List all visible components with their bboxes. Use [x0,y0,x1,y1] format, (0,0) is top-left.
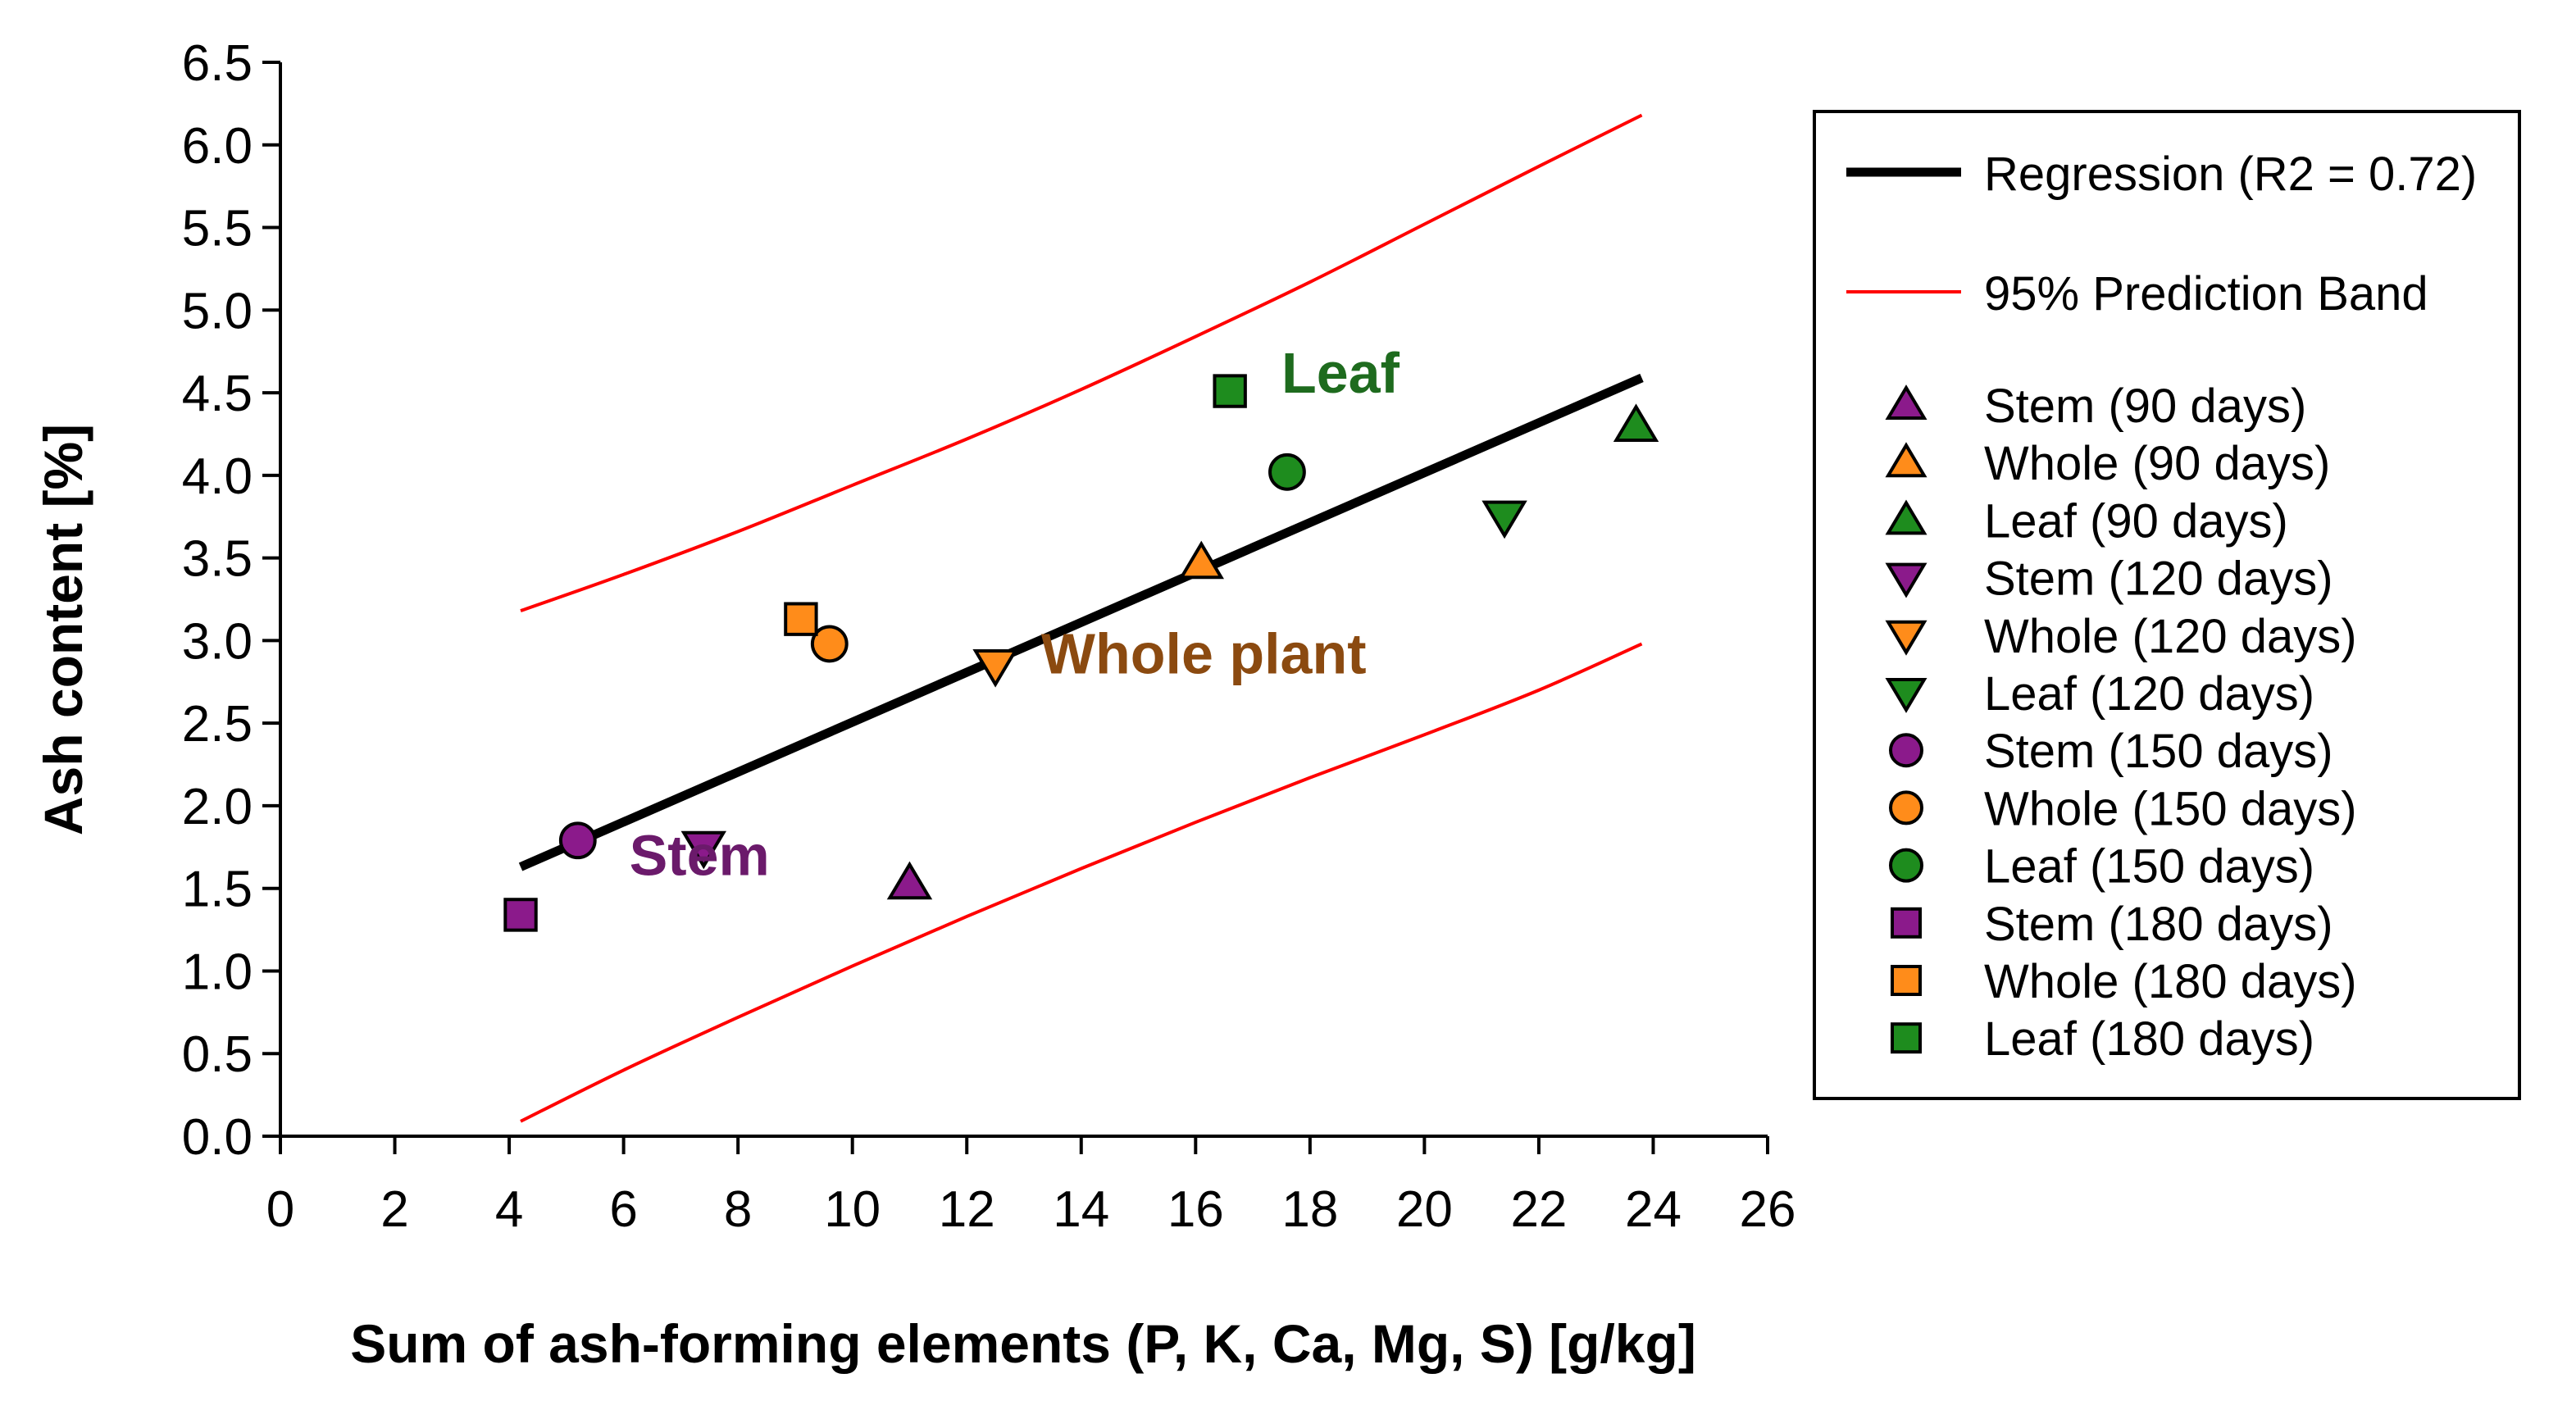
legend-marker [1885,499,1927,535]
legend-label: Stem (120 days) [1984,553,2333,606]
legend-label: Stem (150 days) [1984,725,2333,778]
legend-label: Whole (90 days) [1984,437,2330,490]
data-point [1613,403,1659,442]
y-tick-label: 3.0 [182,613,253,670]
data-point [680,830,727,870]
data-point [886,861,933,900]
y-axis-label: Ash content [%] [33,424,93,835]
annotation-label: Leaf [1281,341,1400,405]
x-tick-label: 6 [609,1181,637,1238]
legend-marker [1885,384,1927,420]
legend-marker [1891,965,1922,996]
data-point [1213,374,1247,408]
legend-marker [1885,442,1927,478]
legend-label: Whole (120 days) [1984,610,2357,663]
regression-line [518,373,1644,871]
plot-area: 0 2 4 6 8 10 12 14 16 18 20 22 24 26 0.00.51.01.52.02… [182,35,1796,1238]
x-ticks: 0 2 4 6 8 10 12 14 16 18 20 22 24 26 [266,1136,1796,1238]
x-tick-label: 22 [1510,1181,1567,1238]
legend-marker [1885,678,1927,713]
x-tick-label: 2 [380,1181,408,1238]
prediction-band-upper [520,113,1643,612]
regression [518,373,1644,871]
y-tick-label: 5.5 [182,201,253,257]
legend-label: Stem (90 days) [1984,380,2306,433]
data-point [784,602,818,636]
annotation-label: Stem [630,824,770,888]
legend-label: Leaf (120 days) [1984,667,2314,721]
data-point [810,625,849,663]
prediction-band [520,113,1643,1123]
legend-marker [1891,907,1922,939]
x-tick-label: 14 [1053,1181,1109,1238]
legend-label: Leaf (150 days) [1984,840,2314,894]
legend-frame [1813,110,2521,1100]
x-tick-label: 20 [1396,1181,1453,1238]
legend-marker [1891,1022,1922,1054]
y-tick-label: 6.0 [182,118,253,175]
prediction-band-lower [520,642,1643,1123]
x-tick-label: 26 [1740,1181,1796,1238]
legend-marker [1889,848,1923,883]
legend-marker [1885,620,1927,656]
y-tick-label: 1.5 [182,862,253,918]
x-tick-label: 18 [1281,1181,1338,1238]
legend-marker [1889,733,1923,768]
x-tick-label: 16 [1167,1181,1224,1238]
annotation-label: Whole plant [1041,622,1367,686]
legend-label: Leaf (180 days) [1984,1012,2314,1066]
y-tick-label: 0.5 [182,1026,253,1083]
annotations: Leaf Whole plant Stem [630,341,1400,887]
legend-label: Regression (R2 = 0.72) [1984,148,2477,201]
legend-label: Leaf (90 days) [1984,494,2288,548]
data-point [1178,540,1225,580]
y-tick-label: 1.0 [182,944,253,1000]
legend-label: 95% Prediction Band [1984,267,2428,321]
data-point [503,898,538,932]
data-point [972,649,1018,688]
data-point [558,821,597,860]
legend-label: Whole (150 days) [1984,782,2357,835]
legend: Regression (R2 = 0.72) 95% Prediction Ban… [1813,110,2521,1100]
data-point [1481,500,1527,539]
legend-items: Regression (R2 = 0.72) 95% Prediction Ban… [1846,148,2477,1066]
y-tick-label: 4.5 [182,366,253,422]
x-tick-label: 8 [724,1181,752,1238]
y-tick-label: 6.5 [182,35,253,92]
legend-label: Stem (180 days) [1984,898,2333,951]
y-tick-label: 5.0 [182,283,253,339]
x-tick-label: 10 [824,1181,881,1238]
y-tick-label: 4.0 [182,448,253,505]
data-point [1268,453,1306,491]
y-tick-label: 2.5 [182,696,253,753]
y-tick-label: 3.5 [182,531,253,588]
legend-marker [1885,562,1927,598]
x-tick-label: 24 [1625,1181,1682,1238]
y-ticks: 0.0 0.5 1.0 1.5 2.0 2.5 3.0 3.5 4.0 4.5 5.0 5.5 6.0 6… [182,35,280,1166]
y-tick-label: 0.0 [182,1109,253,1166]
x-tick-label: 4 [495,1181,523,1238]
legend-label: Whole (180 days) [1984,955,2357,1008]
legend-marker [1889,790,1923,826]
x-tick-label: 0 [266,1181,294,1238]
data-points [503,374,1659,932]
x-tick-label: 12 [939,1181,995,1238]
x-axis-label: Sum of ash-forming elements (P, K, Ca, M… [350,1313,1696,1374]
y-tick-label: 2.0 [182,779,253,835]
